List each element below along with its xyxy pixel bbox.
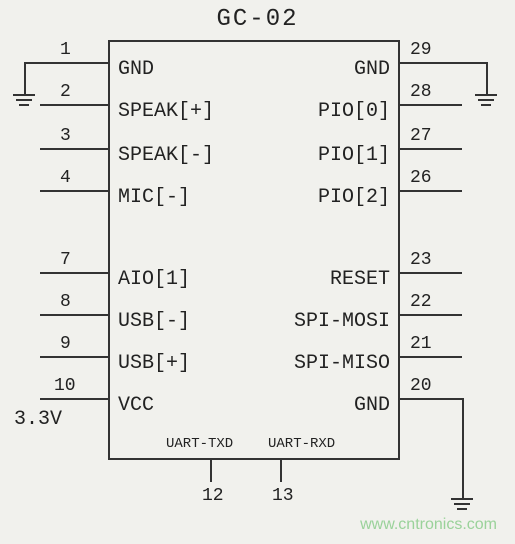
ground-icon bbox=[451, 498, 473, 500]
pin-lead bbox=[280, 460, 282, 482]
chip-title: GC-02 bbox=[0, 6, 515, 33]
pin-number: 20 bbox=[410, 376, 432, 396]
pin-number: 9 bbox=[60, 334, 71, 354]
pin-number: 7 bbox=[60, 250, 71, 270]
pin-lead bbox=[400, 314, 462, 316]
pin-lead bbox=[400, 356, 462, 358]
pin-lead bbox=[40, 104, 108, 106]
pin-label-left: USB[+] bbox=[118, 352, 190, 375]
pin-lead bbox=[400, 398, 462, 400]
pin-lead bbox=[400, 272, 462, 274]
pin-label-right: PIO[2] bbox=[318, 186, 390, 209]
pin-number: 21 bbox=[410, 334, 432, 354]
pin-label-right: PIO[0] bbox=[318, 100, 390, 123]
pin-lead bbox=[40, 314, 108, 316]
pin-number: 1 bbox=[60, 40, 71, 60]
pin-label-right: GND bbox=[354, 58, 390, 81]
pin-label-left: USB[-] bbox=[118, 310, 190, 333]
pin-label-right: GND bbox=[354, 394, 390, 417]
pin-number: 28 bbox=[410, 82, 432, 102]
pin-label-bottom: UART-RXD bbox=[268, 436, 335, 452]
pin-label-left: GND bbox=[118, 58, 154, 81]
pin-label-right: SPI-MISO bbox=[294, 352, 390, 375]
pin-number: 23 bbox=[410, 250, 432, 270]
pin-lead bbox=[400, 104, 462, 106]
pin-label-left: SPEAK[-] bbox=[118, 144, 214, 167]
pin-label-left: VCC bbox=[118, 394, 154, 417]
pin-number: 27 bbox=[410, 126, 432, 146]
pin-lead bbox=[400, 62, 486, 64]
pin-label-left: SPEAK[+] bbox=[118, 100, 214, 123]
ground-icon bbox=[454, 503, 470, 505]
pin-number: 10 bbox=[54, 376, 76, 396]
pin-label-left: MIC[-] bbox=[118, 186, 190, 209]
ground-icon bbox=[475, 94, 497, 96]
pin-label-right: PIO[1] bbox=[318, 144, 390, 167]
ground-icon bbox=[481, 104, 491, 106]
ground-drop bbox=[486, 62, 488, 94]
pin-lead bbox=[40, 356, 108, 358]
pin-lead bbox=[40, 398, 108, 400]
pin-number: 2 bbox=[60, 82, 71, 102]
pin-lead bbox=[400, 148, 462, 150]
pin-number: 3 bbox=[60, 126, 71, 146]
ground-drop bbox=[24, 62, 26, 94]
pin-number: 8 bbox=[60, 292, 71, 312]
pin-lead bbox=[210, 460, 212, 482]
pin-label-bottom: UART-TXD bbox=[166, 436, 233, 452]
pin-number: 22 bbox=[410, 292, 432, 312]
ground-icon bbox=[478, 99, 494, 101]
pin-number: 4 bbox=[60, 168, 71, 188]
pin-lead bbox=[40, 272, 108, 274]
pin-lead bbox=[400, 190, 462, 192]
pin-label-left: AIO[1] bbox=[118, 268, 190, 291]
pin-lead bbox=[40, 190, 108, 192]
pin-lead bbox=[40, 148, 108, 150]
ground-icon bbox=[13, 94, 35, 96]
pin-label-right: RESET bbox=[330, 268, 390, 291]
pin-number: 26 bbox=[410, 168, 432, 188]
vcc-voltage-label: 3.3V bbox=[14, 408, 62, 431]
pin-number: 13 bbox=[272, 486, 294, 506]
ground-icon bbox=[19, 104, 29, 106]
watermark-text: www.cntronics.com bbox=[360, 516, 497, 534]
pin-label-right: SPI-MOSI bbox=[294, 310, 390, 333]
ground-icon bbox=[16, 99, 32, 101]
pin-number: 29 bbox=[410, 40, 432, 60]
pin-number: 12 bbox=[202, 486, 224, 506]
ground-drop bbox=[462, 398, 464, 498]
ground-icon bbox=[457, 508, 467, 510]
pin-lead bbox=[24, 62, 108, 64]
